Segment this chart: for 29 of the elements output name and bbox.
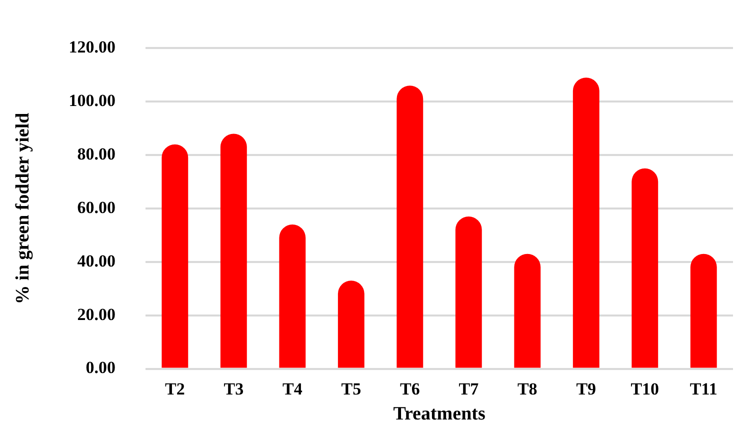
y-tick-label: 40.00 (77, 251, 116, 270)
x-tick-label: T2 (165, 379, 185, 398)
bar (572, 78, 600, 368)
x-axis-title: Treatments (393, 404, 486, 425)
x-tick-label: T4 (282, 379, 303, 398)
bar (514, 254, 541, 368)
bar (279, 224, 306, 368)
bar (338, 280, 364, 368)
y-tick-label: 80.00 (77, 144, 116, 164)
y-tick-label: 120.00 (68, 38, 116, 57)
x-tick-label: T3 (224, 379, 244, 398)
x-tick-label: T9 (576, 379, 596, 398)
bar (396, 86, 424, 368)
y-tick-label: 20.00 (77, 304, 116, 324)
bar (455, 216, 482, 368)
y-tick-label: 100.00 (68, 91, 116, 110)
bar (162, 144, 188, 368)
y-tick-label: 60.00 (77, 198, 116, 217)
bar (632, 168, 658, 368)
x-tick-label: T8 (517, 379, 538, 398)
x-tick-label: T10 (630, 379, 660, 398)
x-tick-label: T6 (400, 379, 420, 398)
bar (220, 134, 247, 368)
x-tick-label: T11 (690, 379, 718, 398)
y-tick-label: 0.00 (86, 358, 116, 378)
y-axis-title: % in green fodder yield (12, 112, 34, 304)
bar (690, 254, 717, 368)
x-tick-label: T7 (458, 379, 480, 398)
x-tick-label: T5 (341, 379, 362, 398)
